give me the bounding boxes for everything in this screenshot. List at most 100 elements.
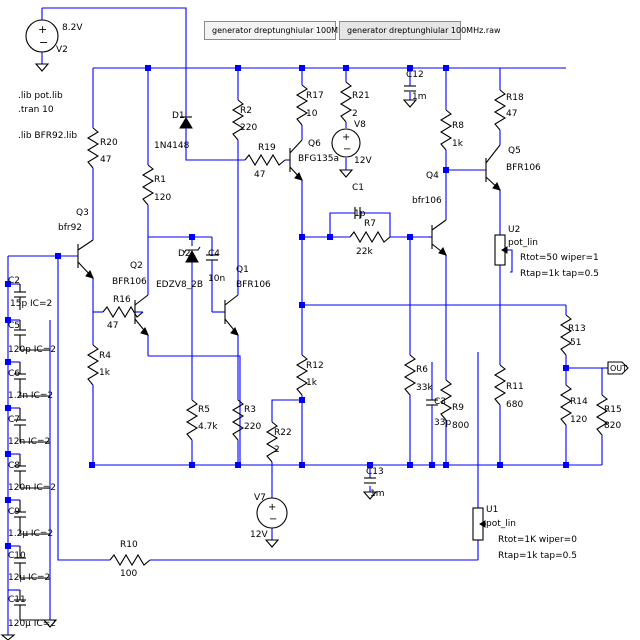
potentiometer-u1-icon [472,507,486,541]
label-c13-ref: C13 [366,467,384,477]
labels: 8.2V V2 .lib pot.lib .tran 10 .lib BFR92… [8,23,627,629]
label-r17-ref: R17 [306,91,324,101]
potentiometer-u2-icon [494,234,508,266]
label-r3-ref: R3 [244,405,256,415]
label-r6-value: 33k [416,383,433,393]
svg-text:+: + [38,23,47,36]
label-r1-value: 120 [154,193,171,203]
grounds [0,63,418,640]
ground-icon [362,491,378,500]
label-r19-ref: R19 [258,143,276,153]
label-v8-ref: V8 [354,120,366,130]
transistors [77,139,501,336]
label-v8-value: 12V [354,156,372,166]
resistor-r7 [349,230,391,244]
label-r11-ref: R11 [506,382,524,392]
tab-waveform-label: generator dreptunghiular 100MHz.raw [347,26,501,35]
transistor-q6-icon [289,139,303,181]
label-v7-ref: V7 [254,493,266,503]
label-u1-ref: U1 [486,505,498,515]
label-c5-ref: C5 [8,321,20,331]
capacitor-c1 [354,207,363,219]
label-q1-value: BFR106 [236,280,271,290]
label-c3-value: 33p [434,418,451,428]
label-u2-param2: Rtap=1k tap=0.5 [520,269,599,279]
label-c2-ref: C2 [8,276,20,286]
label-c9-ref: C9 [8,507,20,517]
label-r22-ref: R22 [274,428,292,438]
label-r18-ref: R18 [506,93,524,103]
capacitor-c12 [404,85,416,92]
label-c10-value: 12µ IC=2 [8,573,50,583]
capacitor-c6 [14,362,50,397]
source-v7-icon: +− [256,497,288,529]
label-u1-param2: Rtap=1k tap=0.5 [498,551,577,561]
svg-text:+: + [342,132,350,143]
label-q2-value: BFR106 [112,277,147,287]
label-c13-value: 1m [370,489,385,499]
resistor-r19 [244,153,286,167]
label-v2-value: 8.2V [62,23,83,33]
resistor-r9 [439,379,453,421]
label-r21-value: 2 [352,109,358,119]
label-c3-ref: C3 [434,397,446,407]
voltage-sources: +− +− +− [25,19,361,529]
directive-tran: .tran 10 [18,105,54,115]
label-r20-value: 47 [100,155,111,165]
tab-schematic[interactable]: generator dreptunghiular 100MHz.asc [204,21,364,40]
label-q2-ref: Q2 [130,261,143,271]
label-q5-ref: Q5 [508,146,521,156]
resistor-r21 [339,81,353,123]
label-q1-ref: Q1 [236,265,249,275]
label-r5-ref: R5 [198,405,210,415]
label-r7-value: 22k [356,247,373,257]
capacitor-c7 [14,408,50,443]
label-q6-value: BFG135a [298,154,339,164]
capacitor-c2 [14,284,26,310]
capacitor-c9 [14,500,50,535]
label-r14-ref: R14 [570,397,588,407]
output-port[interactable] [607,361,629,375]
label-q6-ref: Q6 [308,139,321,149]
transistor-q3-icon [77,239,94,279]
label-r1-ref: R1 [154,175,166,185]
label-c1-value: 1p [354,209,366,219]
capacitor-c8 [14,454,50,489]
transistor-q1-icon [212,294,239,336]
capacitor-c5 [14,320,50,351]
label-r2-value: 220 [240,123,257,133]
label-r14-value: 120 [570,415,587,425]
label-c6-ref: C6 [8,369,20,379]
label-r16-ref: R16 [113,295,131,305]
label-r8-ref: R8 [452,121,464,131]
label-r18-value: 47 [506,109,517,119]
tab-waveform[interactable]: generator dreptunghiular 100MHz.raw [339,21,501,40]
label-r13-value: 51 [570,338,581,348]
svg-text:−: − [269,514,277,525]
resistor-r12 [295,354,309,396]
source-v8-icon: +− [331,128,361,158]
label-c11-ref: C11 [8,595,26,605]
label-c4-value: 10n [208,274,225,284]
label-d2-ref: D2 [178,249,191,259]
label-d2-value: EDZV8_2B [156,280,203,290]
label-r20-ref: R20 [100,138,118,148]
label-out: OUT [610,364,627,373]
capacitor-c3 [426,399,438,410]
label-u1-param1: Rtot=1K wiper=0 [498,535,577,545]
label-u2-value: pot_lin [508,238,538,248]
label-u2-param1: Rtot=50 wiper=1 [520,253,599,263]
label-v7-value: 12V [250,530,268,540]
capacitor-c11 [14,590,50,621]
label-r10-value: 100 [120,569,137,579]
label-d1-value: 1N4148 [154,141,190,151]
resistor-r6 [403,354,417,396]
label-r19-value: 47 [254,170,265,180]
label-r10-ref: R10 [120,540,138,550]
capacitor-c13 [364,477,376,484]
source-v2-icon: +− [25,19,59,53]
ground-icon [0,634,16,640]
zener-d2-icon [183,246,201,263]
capacitors [14,85,438,621]
